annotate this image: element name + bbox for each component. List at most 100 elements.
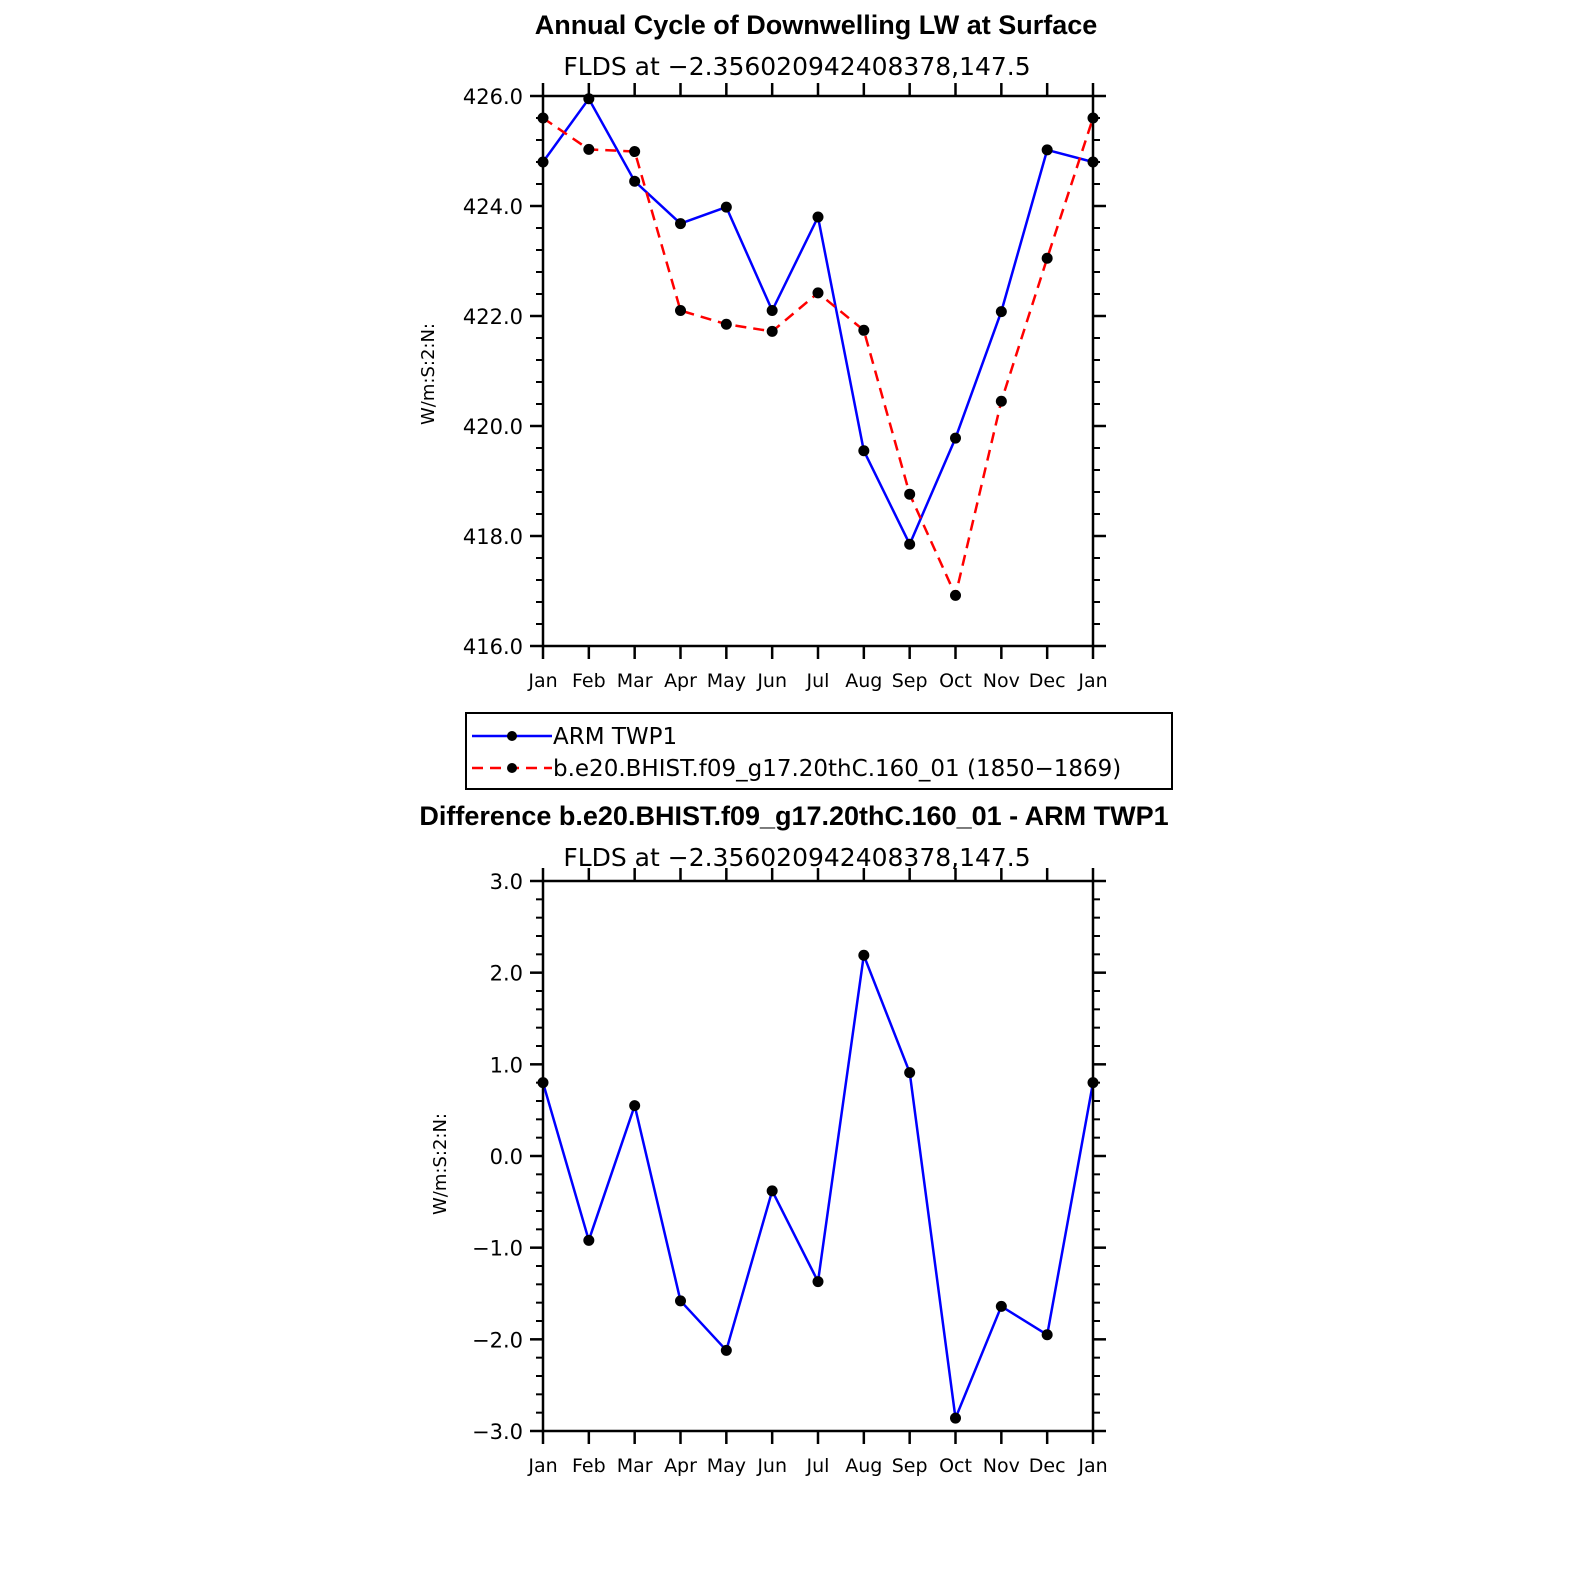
y-tick-label: 2.0 (490, 962, 523, 986)
x-tick-label-mar: Mar (617, 670, 653, 692)
x-tick-label-apr: Apr (664, 1455, 697, 1477)
data-point-aug-s0 (858, 949, 870, 961)
data-point-mar-s0 (629, 1100, 641, 1112)
data-point-aug-s0 (858, 445, 870, 457)
x-tick-label-nov: Nov (983, 1455, 1020, 1477)
data-point-may-s0 (720, 1344, 732, 1356)
chart-subtitle: FLDS at −2.356020942408378,147.5 (563, 52, 1030, 81)
difference-panel: Difference b.e20.BHIST.f09_g17.20thC.160… (419, 801, 1168, 1477)
x-tick-label-feb: Feb (572, 670, 606, 692)
y-tick-label: −2.0 (472, 1328, 523, 1352)
legend-marker-arm-twp1 (507, 731, 517, 741)
data-point-feb-s1 (583, 143, 595, 155)
data-point-oct-s0 (950, 1412, 961, 1424)
x-tick-labels: Jan Feb Mar Apr May Jun Jul Aug Sep Oct Nov Dec Jan (527, 670, 1107, 692)
series-line-b-e20-bhist-f09-g17-20thc-160-01-1850-18 (542, 116, 1095, 597)
y-tick-labels: 416.0 418.0 420.0 422.0 424.0 426.0 (463, 85, 523, 659)
data-point-dec-s0 (1041, 1329, 1053, 1341)
data-point-sep-s0 (904, 538, 916, 550)
data-point-nov-s0 (995, 306, 1007, 318)
x-tick-label-oct: Oct (939, 1455, 972, 1477)
x-tick-label-apr: Apr (664, 670, 697, 692)
data-point-apr-s0 (675, 218, 686, 230)
x-tick-label-sep: Sep (892, 1455, 928, 1477)
data-point-mar-s1 (629, 146, 641, 158)
data-point-jul-s0 (812, 211, 824, 223)
x-tick-labels: Jan Feb Mar Apr May Jun Jul Aug Sep Oct Nov Dec Jan (527, 1455, 1107, 1477)
y-tick-label: 418.0 (463, 525, 523, 549)
data-point-may-s1 (720, 318, 732, 330)
x-tick-label-nov: Nov (983, 670, 1020, 692)
y-tick-labels: −3.0 −2.0 −1.0 0.0 1.0 2.0 3.0 (472, 870, 523, 1444)
data-point-jun-s0 (766, 305, 778, 316)
legend: ARM TWP1 b.e20.BHIST.f09_g17.20thC.160_0… (465, 712, 1173, 790)
x-tick-label-jun: Jun (756, 670, 787, 692)
data-point-feb-s0 (583, 1234, 595, 1246)
plot-frame (541, 879, 1095, 1433)
data-point-sep-s1 (904, 488, 916, 500)
x-tick-label-dec: Dec (1029, 1455, 1066, 1477)
y-tick-label: −1.0 (472, 1237, 523, 1261)
chart-title: Annual Cycle of Downwelling LW at Surfac… (535, 10, 1098, 40)
legend-entry-arm-twp1: ARM TWP1 (472, 724, 677, 750)
series-group (537, 949, 1099, 1424)
x-tick-label-jan: Jan (527, 1455, 557, 1477)
legend-box (465, 712, 1173, 790)
y-axis-label: W/m:S:2:N: (418, 323, 439, 425)
data-point-may-s0 (720, 201, 732, 213)
x-tick-label-jun: Jun (756, 1455, 787, 1477)
data-point-sep-s0 (904, 1067, 916, 1079)
x-tick-label-feb: Feb (572, 1455, 606, 1477)
y-tick-label: 420.0 (463, 415, 523, 439)
y-tick-label: −3.0 (472, 1420, 523, 1444)
x-tick-label-aug: Aug (845, 1455, 882, 1477)
x-tick-label-jul: Jul (806, 1455, 830, 1477)
legend-label-model: b.e20.BHIST.f09_g17.20thC.160_01 (1850−1… (553, 756, 1121, 782)
y-tick-label: 422.0 (463, 305, 523, 329)
y-tick-label: 426.0 (463, 85, 523, 109)
data-point-mar-s0 (629, 175, 641, 187)
axis-ticks (530, 83, 1106, 659)
data-point-jun-s0 (766, 1185, 778, 1197)
data-point-nov-s1 (995, 395, 1007, 407)
series-line-difference (541, 954, 1095, 1420)
y-tick-label: 0.0 (490, 1145, 523, 1169)
data-point-apr-s0 (675, 1295, 686, 1307)
x-tick-label-may: May (707, 670, 746, 692)
y-tick-label: 3.0 (490, 870, 523, 894)
x-tick-label-mar: Mar (617, 1455, 653, 1477)
data-point-aug-s1 (858, 324, 870, 336)
legend-label-arm-twp1: ARM TWP1 (553, 724, 677, 750)
x-tick-label-jan: Jan (1077, 1455, 1107, 1477)
x-tick-label-jan: Jan (1077, 670, 1107, 692)
y-tick-label: 1.0 (490, 1053, 523, 1077)
chart-subtitle: FLDS at −2.356020942408378,147.5 (563, 843, 1030, 872)
plot-frame (541, 94, 1095, 648)
x-tick-label-oct: Oct (939, 670, 972, 692)
annual-cycle-panel: Annual Cycle of Downwelling LW at Surfac… (418, 10, 1173, 790)
x-tick-label-jul: Jul (806, 670, 830, 692)
chart-title: Difference b.e20.BHIST.f09_g17.20thC.160… (419, 801, 1168, 831)
data-point-nov-s0 (995, 1300, 1007, 1312)
series-group (537, 93, 1099, 601)
legend-marker-model (507, 763, 517, 773)
data-point-apr-s1 (675, 305, 686, 316)
data-point-dec-s1 (1041, 252, 1053, 264)
x-tick-label-sep: Sep (892, 670, 928, 692)
data-point-jul-s0 (812, 1276, 824, 1288)
y-tick-label: 416.0 (463, 635, 523, 659)
series-line-arm-twp1 (541, 97, 1094, 546)
x-tick-label-dec: Dec (1029, 670, 1066, 692)
y-tick-label: 424.0 (463, 195, 523, 219)
data-point-oct-s1 (950, 589, 961, 601)
x-tick-label-may: May (707, 1455, 746, 1477)
data-point-jul-s1 (812, 287, 824, 299)
data-point-oct-s0 (950, 432, 961, 444)
legend-entry-model: b.e20.BHIST.f09_g17.20thC.160_01 (1850−1… (472, 756, 1121, 782)
y-axis-label: W/m:S:2:N: (430, 1113, 451, 1215)
x-tick-label-jan: Jan (527, 670, 557, 692)
data-point-dec-s0 (1041, 144, 1053, 156)
data-point-jun-s1 (766, 325, 778, 337)
x-tick-label-aug: Aug (845, 670, 882, 692)
